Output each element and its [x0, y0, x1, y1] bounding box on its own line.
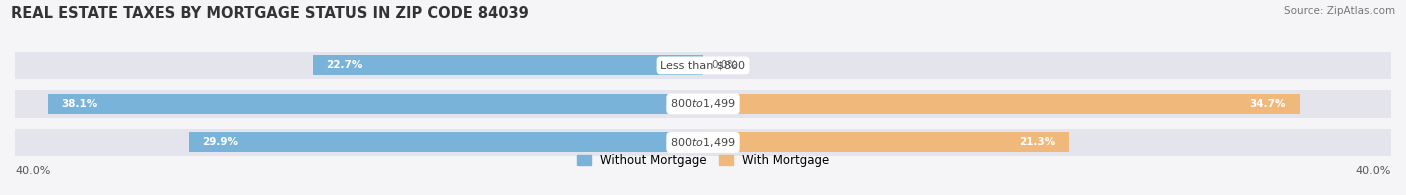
- Text: $800 to $1,499: $800 to $1,499: [671, 98, 735, 110]
- Text: 40.0%: 40.0%: [1355, 166, 1391, 176]
- Bar: [312, 55, 703, 75]
- Text: 22.7%: 22.7%: [326, 60, 363, 70]
- Text: Less than $800: Less than $800: [661, 60, 745, 70]
- Bar: [188, 132, 703, 152]
- Text: 40.0%: 40.0%: [15, 166, 51, 176]
- Bar: [703, 129, 1391, 156]
- Bar: [15, 51, 703, 79]
- Bar: [703, 51, 1391, 79]
- Bar: [48, 94, 703, 114]
- Text: Source: ZipAtlas.com: Source: ZipAtlas.com: [1284, 6, 1395, 16]
- Text: REAL ESTATE TAXES BY MORTGAGE STATUS IN ZIP CODE 84039: REAL ESTATE TAXES BY MORTGAGE STATUS IN …: [11, 6, 529, 21]
- Text: 34.7%: 34.7%: [1250, 99, 1286, 109]
- Text: 29.9%: 29.9%: [202, 137, 239, 147]
- Bar: [703, 94, 1299, 114]
- Bar: [703, 132, 1070, 152]
- Text: 38.1%: 38.1%: [62, 99, 97, 109]
- Legend: Without Mortgage, With Mortgage: Without Mortgage, With Mortgage: [572, 149, 834, 172]
- Bar: [15, 129, 703, 156]
- Text: 21.3%: 21.3%: [1019, 137, 1056, 147]
- Text: $800 to $1,499: $800 to $1,499: [671, 136, 735, 149]
- Bar: [15, 90, 703, 118]
- Bar: [703, 90, 1391, 118]
- Text: 0.0%: 0.0%: [711, 60, 738, 70]
